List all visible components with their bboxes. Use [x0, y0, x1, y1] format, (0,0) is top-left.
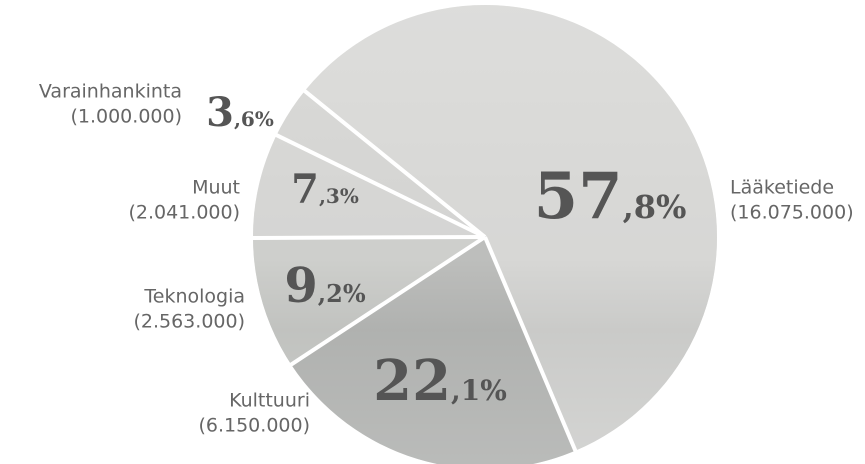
amount-label: (16.075.000) [730, 202, 854, 224]
category-label: Varainhankinta [39, 81, 182, 103]
category-label: Lääketiede [730, 177, 834, 199]
amount-label: (6.150.000) [198, 415, 310, 437]
chart: 57,8%Lääketiede(16.075.000)22,1%Kulttuur… [0, 0, 865, 464]
slice-separator [250, 237, 485, 238]
amount-label: (2.563.000) [133, 311, 245, 333]
percent-label: 3,6% [206, 89, 274, 136]
amount-label: (2.041.000) [128, 202, 240, 224]
category-label: Muut [192, 177, 240, 199]
category-label: Teknologia [143, 286, 245, 308]
category-label: Kulttuuri [229, 390, 310, 412]
amount-label: (1.000.000) [70, 106, 182, 128]
